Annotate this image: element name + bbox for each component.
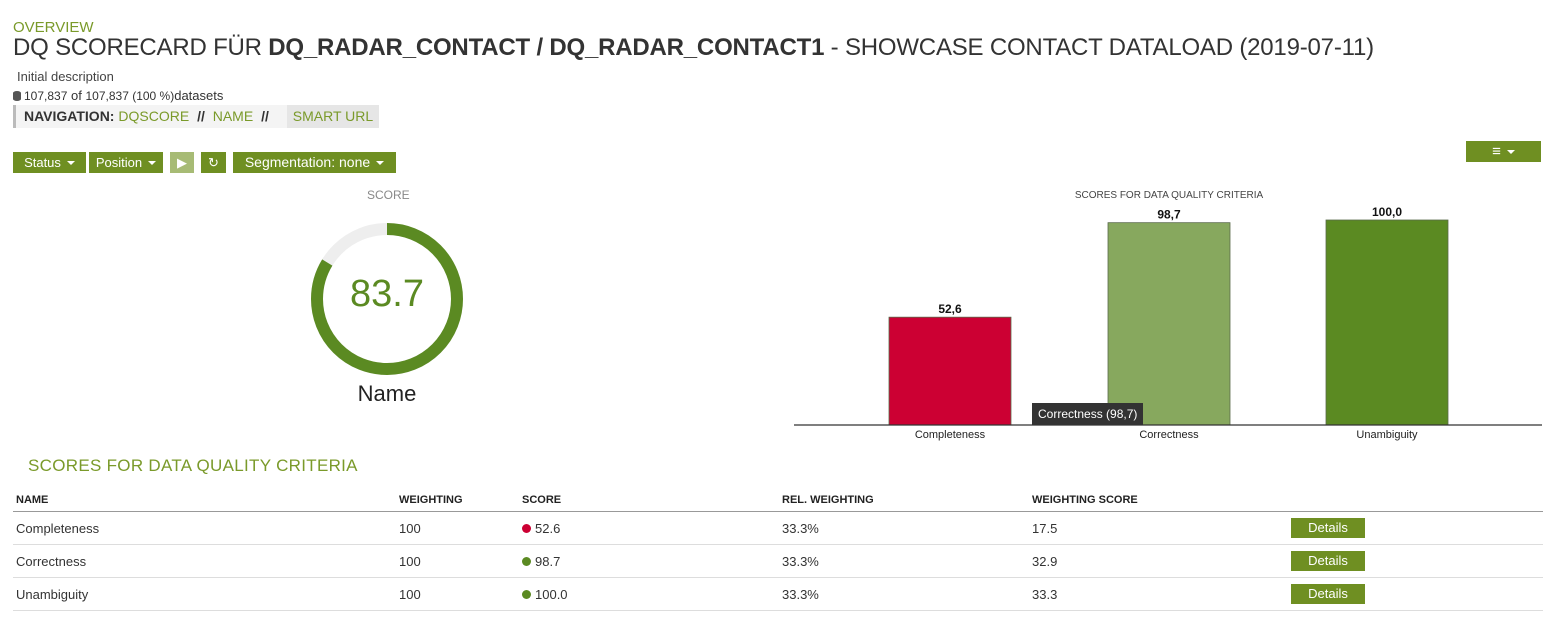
cell-weighting: 100 xyxy=(396,577,519,611)
header-rel-weighting: REL. WEIGHTING xyxy=(779,490,1029,512)
database-icon xyxy=(13,91,21,101)
breadcrumb-name[interactable]: NAME xyxy=(212,108,254,124)
score-value: 98.7 xyxy=(535,553,561,569)
details-button[interactable]: Details xyxy=(1291,518,1365,538)
cell-score: 52.6 xyxy=(519,511,779,545)
cell-rel-weighting: 33.3% xyxy=(779,544,1029,578)
cell-score: 100.0 xyxy=(519,577,779,611)
score-gauge xyxy=(311,223,463,375)
chart-menu-button[interactable]: ≡ xyxy=(1466,141,1541,162)
table-row: Completeness 100 52.6 33.3% 17.5 Details xyxy=(13,511,1543,545)
status-dropdown-button[interactable]: Status xyxy=(13,152,86,173)
breadcrumb-separator: // xyxy=(197,108,205,124)
score-dot-icon xyxy=(522,589,531,599)
cell-actions: Details xyxy=(1288,544,1543,578)
table-header-row: NAME WEIGHTING SCORE REL. WEIGHTING WEIG… xyxy=(13,490,1543,512)
gauge-value: 83.7 xyxy=(350,273,424,315)
chart-title: SCORES FOR DATA QUALITY CRITERIA xyxy=(1075,190,1264,201)
cell-weighting-score: 32.9 xyxy=(1029,544,1288,578)
gauge-name: Name xyxy=(357,381,417,406)
description: Initial description xyxy=(17,69,114,84)
header-actions xyxy=(1288,490,1543,512)
criteria-table: NAME WEIGHTING SCORE REL. WEIGHTING WEIG… xyxy=(13,490,1543,611)
table-row: Unambiguity 100 100.0 33.3% 33.3 Details xyxy=(13,577,1543,611)
title-suffix: - SHOWCASE CONTACT DATALOAD (2019-07-11) xyxy=(824,34,1374,61)
cell-weighting-score: 33.3 xyxy=(1029,577,1288,611)
data-label-unambiguity: 100,0 xyxy=(1372,205,1402,219)
criteria-bar-chart: SCORES FOR DATA QUALITY CRITERIA 52,6 Com… xyxy=(794,190,1542,441)
cell-weighting: 100 xyxy=(396,544,519,578)
data-label-correctness: 98,7 xyxy=(1157,208,1181,222)
breadcrumb-dqscore[interactable]: DQSCORE xyxy=(118,108,190,124)
cell-weighting-score: 17.5 xyxy=(1029,511,1288,545)
breadcrumb-separator: // xyxy=(261,108,269,124)
page-title: DQ SCORECARD FÜR DQ_RADAR_CONTACT / DQ_R… xyxy=(13,34,1374,62)
cell-name: Correctness xyxy=(13,544,396,578)
play-button[interactable]: ▶ xyxy=(170,152,194,173)
cell-name: Unambiguity xyxy=(13,577,396,611)
score-dot-icon xyxy=(522,556,531,566)
cell-actions: Details xyxy=(1288,577,1543,611)
x-tick-label-completeness: Completeness xyxy=(915,429,986,441)
header-weighting: WEIGHTING xyxy=(396,490,519,512)
score-value: 100.0 xyxy=(535,586,568,602)
position-dropdown-button[interactable]: Position xyxy=(89,152,163,173)
refresh-button[interactable]: ↻ xyxy=(201,152,226,173)
cell-actions: Details xyxy=(1288,511,1543,545)
details-button[interactable]: Details xyxy=(1291,584,1365,604)
header-name: NAME xyxy=(13,490,396,512)
caret-down-icon xyxy=(148,161,157,165)
hamburger-icon: ≡ xyxy=(1492,143,1501,160)
position-label: Position xyxy=(95,155,143,170)
data-label-completeness: 52,6 xyxy=(938,302,962,316)
chart-tooltip: Correctness (98,7) xyxy=(1032,403,1144,425)
bar-completeness[interactable] xyxy=(888,316,1012,426)
x-tick-label-unambiguity: Unambiguity xyxy=(1356,429,1418,441)
caret-down-icon xyxy=(376,161,385,165)
bar-unambiguity[interactable] xyxy=(1325,219,1449,426)
cell-weighting: 100 xyxy=(396,511,519,545)
table-title: SCORES FOR DATA QUALITY CRITERIA xyxy=(28,456,358,475)
header-score: SCORE xyxy=(519,490,779,512)
datasets-total: 107,837 (100 %) xyxy=(85,89,175,103)
table-row: Correctness 100 98.7 33.3% 32.9 Details xyxy=(13,544,1543,578)
score-dot-icon xyxy=(522,523,531,533)
datasets-of: of xyxy=(71,88,82,103)
details-button[interactable]: Details xyxy=(1291,551,1365,571)
breadcrumb: NAVIGATION: DQSCORE // NAME // SMART URL xyxy=(13,105,380,128)
cell-name: Completeness xyxy=(13,511,396,545)
title-prefix: DQ SCORECARD FÜR xyxy=(13,34,269,61)
caret-down-icon xyxy=(66,161,75,165)
datasets-info: 107,837 of 107,837 (100 %)datasets xyxy=(13,88,223,103)
refresh-icon: ↻ xyxy=(208,155,219,170)
cell-rel-weighting: 33.3% xyxy=(779,511,1029,545)
overview-label: OVERVIEW xyxy=(13,19,94,36)
segmentation-dropdown-button[interactable]: Segmentation: none xyxy=(233,152,396,173)
cell-score: 98.7 xyxy=(519,544,779,578)
play-icon: ▶ xyxy=(177,155,187,170)
cell-rel-weighting: 33.3% xyxy=(779,577,1029,611)
header-weighting-score: WEIGHTING SCORE xyxy=(1029,490,1288,512)
status-label: Status xyxy=(24,155,61,170)
gauge-arc xyxy=(311,223,463,375)
bar-correctness[interactable] xyxy=(1107,222,1231,426)
title-bold: DQ_RADAR_CONTACT / DQ_RADAR_CONTACT1 xyxy=(268,34,825,61)
caret-down-icon xyxy=(1506,150,1515,154)
score-value: 52.6 xyxy=(535,520,561,536)
datasets-count: 107,837 xyxy=(24,89,68,103)
score-label: SCORE xyxy=(367,188,410,202)
datasets-label: datasets xyxy=(174,88,224,103)
segmentation-label: Segmentation: none xyxy=(244,154,371,170)
x-tick-label-correctness: Correctness xyxy=(1139,429,1199,441)
navigation-label: NAVIGATION: xyxy=(24,108,115,124)
smart-url-link[interactable]: SMART URL xyxy=(286,105,380,128)
